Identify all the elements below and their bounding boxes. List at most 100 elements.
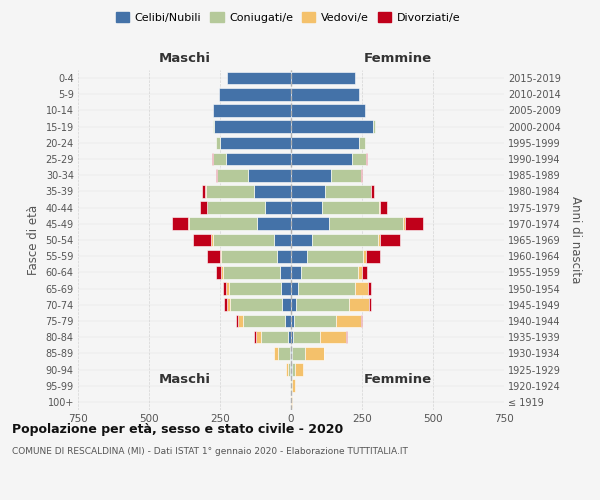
Bar (349, 298, 368, 311)
Bar (291, 136, 359, 149)
Bar (352, 152, 366, 166)
Bar (288, 363, 290, 376)
Bar (207, 250, 220, 262)
Bar (206, 185, 254, 198)
Bar (265, 202, 291, 214)
Bar (331, 169, 361, 181)
Bar (216, 169, 217, 181)
Bar (236, 314, 238, 328)
Bar (291, 380, 292, 392)
Bar (380, 202, 387, 214)
Bar (290, 347, 291, 360)
Bar (291, 72, 355, 85)
Y-axis label: Fasce di età: Fasce di età (27, 205, 40, 275)
Bar (213, 234, 274, 246)
Bar (291, 218, 329, 230)
Bar (293, 331, 320, 344)
Bar (283, 298, 291, 311)
Bar (188, 218, 189, 230)
Bar (218, 88, 291, 101)
Bar (292, 380, 295, 392)
Bar (207, 202, 265, 214)
Bar (291, 152, 352, 166)
Bar (325, 185, 371, 198)
Text: Femmine: Femmine (364, 52, 431, 65)
Bar (286, 314, 291, 328)
Bar (254, 185, 291, 198)
Bar (295, 363, 304, 376)
Text: Maschi: Maschi (158, 52, 211, 65)
Bar (298, 282, 355, 295)
Bar (361, 314, 362, 328)
Bar (355, 282, 368, 295)
Text: Maschi: Maschi (158, 372, 211, 386)
Bar (257, 218, 291, 230)
Bar (200, 202, 206, 214)
Text: Popolazione per età, sesso e stato civile - 2020: Popolazione per età, sesso e stato civil… (12, 422, 343, 436)
Bar (371, 185, 374, 198)
Bar (291, 266, 301, 278)
Bar (286, 363, 288, 376)
Bar (313, 234, 377, 246)
Bar (291, 104, 365, 117)
Text: Femmine: Femmine (364, 372, 431, 386)
Y-axis label: Anni di nascita: Anni di nascita (569, 196, 583, 284)
Bar (216, 266, 221, 278)
Bar (377, 234, 380, 246)
Bar (214, 120, 291, 133)
Bar (368, 282, 371, 295)
Bar (291, 185, 325, 198)
Bar (220, 136, 291, 149)
Bar (213, 152, 226, 166)
Bar (216, 136, 220, 149)
Bar (227, 298, 230, 311)
Bar (202, 185, 205, 198)
Bar (238, 314, 243, 328)
Bar (404, 218, 423, 230)
Text: COMUNE DI RESCALDINA (MI) - Dati ISTAT 1° gennaio 2020 - Elaborazione TUTTITALIA: COMUNE DI RESCALDINA (MI) - Dati ISTAT 1… (12, 448, 408, 456)
Bar (362, 266, 367, 278)
Bar (305, 347, 323, 360)
Bar (301, 266, 358, 278)
Bar (248, 169, 291, 181)
Bar (291, 120, 373, 133)
Bar (211, 234, 213, 246)
Bar (193, 234, 211, 246)
Bar (243, 314, 286, 328)
Bar (213, 104, 291, 117)
Bar (368, 298, 371, 311)
Bar (229, 282, 281, 295)
Bar (274, 347, 278, 360)
Bar (291, 234, 313, 246)
Bar (227, 72, 291, 85)
Bar (291, 347, 292, 360)
Bar (189, 218, 257, 230)
Bar (221, 250, 277, 262)
Bar (172, 218, 188, 230)
Bar (322, 202, 379, 214)
Bar (221, 266, 223, 278)
Bar (291, 314, 294, 328)
Bar (346, 331, 347, 344)
Bar (292, 347, 305, 360)
Bar (278, 347, 290, 360)
Bar (403, 218, 404, 230)
Bar (307, 250, 364, 262)
Bar (337, 314, 361, 328)
Bar (223, 282, 226, 295)
Bar (291, 88, 359, 101)
Bar (291, 250, 307, 262)
Bar (220, 250, 221, 262)
Bar (358, 266, 362, 278)
Bar (281, 282, 291, 295)
Bar (230, 298, 283, 311)
Bar (380, 234, 400, 246)
Bar (296, 298, 349, 311)
Bar (226, 282, 229, 295)
Bar (366, 250, 380, 262)
Bar (213, 120, 214, 133)
Bar (329, 218, 403, 230)
Bar (294, 314, 337, 328)
Bar (291, 282, 298, 295)
Bar (256, 331, 261, 344)
